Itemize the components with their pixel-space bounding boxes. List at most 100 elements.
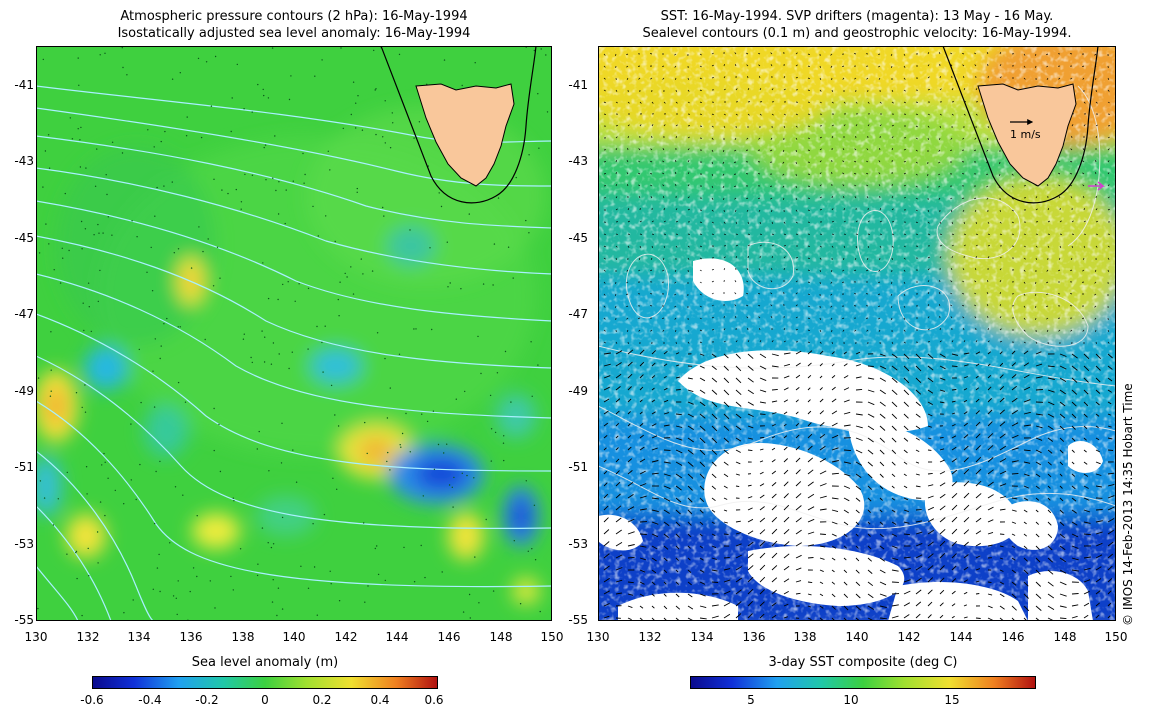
velocity-vector xyxy=(830,269,833,273)
velocity-vector xyxy=(819,245,822,248)
velocity-vector xyxy=(903,101,906,104)
drifter-dot xyxy=(474,62,476,64)
velocity-vector xyxy=(615,196,618,199)
velocity-vector xyxy=(855,437,863,441)
velocity-vector xyxy=(699,89,702,92)
velocity-vector xyxy=(771,221,774,224)
velocity-vector xyxy=(867,389,875,393)
velocity-vector xyxy=(711,292,714,295)
velocity-vector xyxy=(1094,269,1097,272)
velocity-vector xyxy=(747,576,754,583)
drifter-dot xyxy=(77,128,79,130)
velocity-vector xyxy=(603,447,607,451)
velocity-vector xyxy=(627,518,635,523)
drifter-dot xyxy=(312,205,314,208)
velocity-vector xyxy=(915,209,918,212)
velocity-vector xyxy=(1011,569,1016,574)
drifter-dot xyxy=(383,215,385,217)
velocity-vector xyxy=(662,269,665,272)
velocity-vector xyxy=(975,517,982,523)
velocity-vector xyxy=(807,457,814,463)
lon-tick: 148 xyxy=(489,630,513,644)
velocity-vector xyxy=(603,317,606,320)
velocity-vector xyxy=(891,604,899,607)
velocity-vector xyxy=(711,64,714,67)
velocity-vector xyxy=(699,353,705,356)
velocity-vector xyxy=(961,173,965,175)
velocity-vector xyxy=(626,269,629,272)
velocity-vector xyxy=(807,137,811,139)
velocity-vector xyxy=(1083,101,1086,104)
velocity-vector xyxy=(699,113,703,115)
velocity-vector xyxy=(759,244,762,247)
velocity-vector xyxy=(675,233,679,235)
velocity-vector xyxy=(603,615,610,619)
drifter-dot xyxy=(153,146,155,148)
drifter-dot xyxy=(409,451,411,453)
velocity-vector xyxy=(675,533,680,538)
velocity-vector xyxy=(675,509,681,515)
velocity-vector xyxy=(819,65,821,68)
velocity-vector xyxy=(615,172,617,175)
velocity-vector xyxy=(723,556,730,559)
velocity-vector xyxy=(867,413,875,418)
sst-map[interactable]: 1 m/s xyxy=(598,46,1116,621)
velocity-vector xyxy=(855,509,860,514)
velocity-vector xyxy=(783,565,790,571)
velocity-vector xyxy=(1083,533,1091,536)
velocity-vector xyxy=(939,401,945,404)
velocity-vector xyxy=(831,533,837,537)
velocity-vector xyxy=(951,528,958,535)
velocity-vector xyxy=(1070,160,1073,163)
drifter-dot xyxy=(431,328,433,331)
drifter-dot xyxy=(216,246,219,248)
velocity-vector xyxy=(711,497,716,502)
drifter-dot xyxy=(525,480,527,482)
velocity-vector xyxy=(627,506,635,511)
velocity-vector xyxy=(795,233,799,235)
velocity-vector xyxy=(819,557,825,560)
velocity-vector xyxy=(651,509,659,513)
velocity-vector xyxy=(1023,424,1031,427)
velocity-vector xyxy=(843,581,848,586)
velocity-vector xyxy=(819,233,823,235)
velocity-vector xyxy=(1059,437,1065,442)
velocity-vector xyxy=(783,256,786,259)
drifter-dot xyxy=(257,563,259,565)
velocity-vector xyxy=(615,435,619,439)
velocity-vector xyxy=(627,361,633,367)
velocity-vector xyxy=(879,353,886,357)
drifter-dot xyxy=(398,53,401,56)
velocity-vector xyxy=(782,149,785,152)
drifter-dot xyxy=(85,466,88,468)
velocity-vector xyxy=(771,565,778,571)
velocity-vector xyxy=(975,244,978,247)
drifter-dot xyxy=(316,325,318,328)
sea-level-anomaly-map[interactable] xyxy=(36,46,552,621)
velocity-vector xyxy=(999,397,1005,403)
velocity-vector xyxy=(842,281,845,283)
drifter-dot xyxy=(455,398,457,400)
drifter-dot xyxy=(45,223,47,225)
velocity-vector xyxy=(1083,579,1091,583)
drifter-dot xyxy=(540,48,542,50)
velocity-vector xyxy=(1035,473,1041,478)
velocity-vector xyxy=(638,184,641,187)
velocity-vector xyxy=(963,554,969,559)
drifter-dot xyxy=(537,93,539,95)
velocity-vector xyxy=(1107,529,1114,535)
velocity-vector xyxy=(961,197,965,200)
velocity-vector xyxy=(867,521,871,525)
velocity-vector xyxy=(675,425,683,428)
velocity-vector xyxy=(867,101,870,104)
velocity-vector xyxy=(819,569,824,573)
imos-credit: © IMOS 14-Feb-2013 14:35 Hobart Time xyxy=(1121,383,1135,626)
velocity-vector xyxy=(1023,341,1026,344)
velocity-vector xyxy=(939,482,946,487)
velocity-vector xyxy=(903,614,910,619)
velocity-vector xyxy=(759,88,762,91)
drifter-dot xyxy=(138,348,140,351)
velocity-vector xyxy=(1059,545,1066,551)
velocity-vector xyxy=(855,376,862,379)
velocity-vector xyxy=(759,328,761,331)
